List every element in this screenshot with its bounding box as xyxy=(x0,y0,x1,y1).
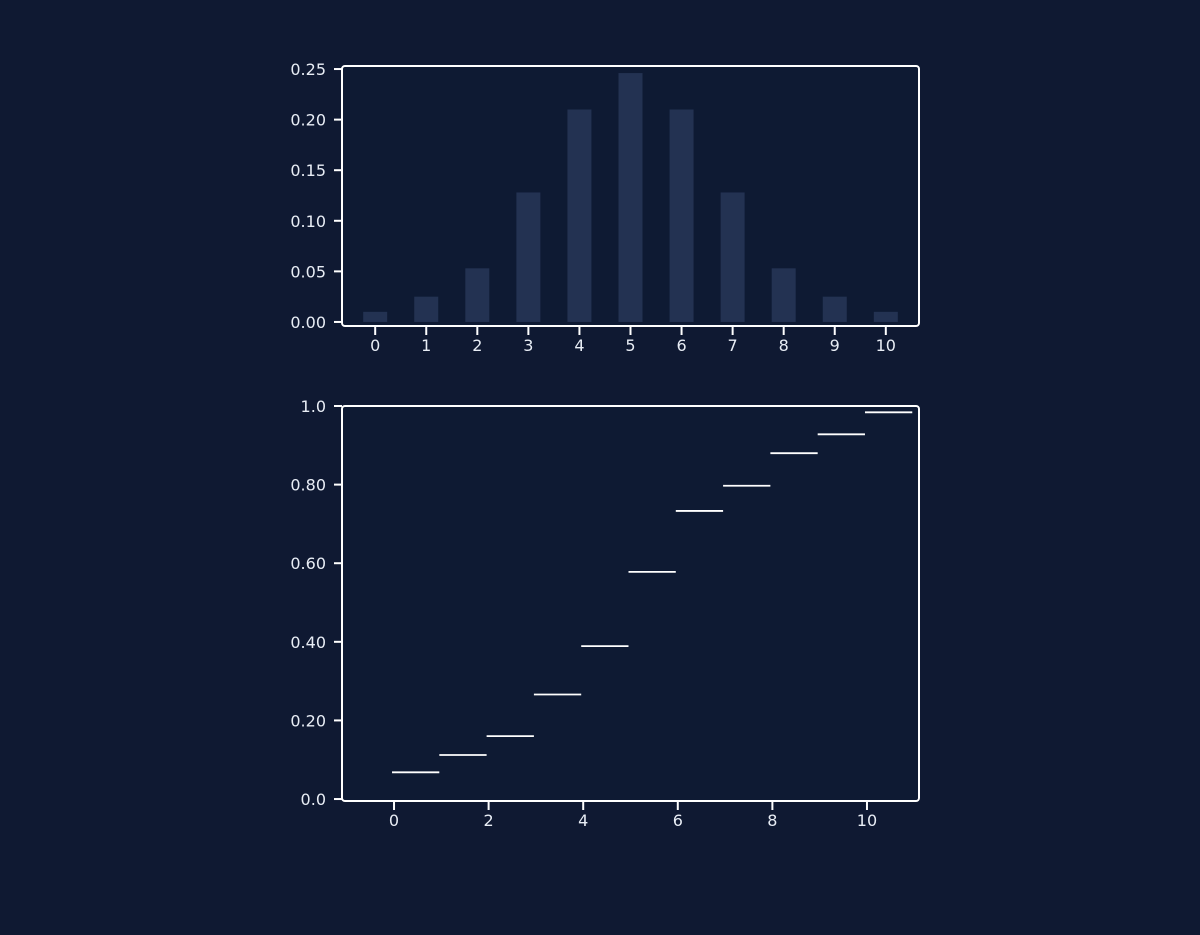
bar-7 xyxy=(720,192,745,322)
bar-6 xyxy=(669,109,694,322)
bar-10 xyxy=(873,311,898,322)
bar-4 xyxy=(567,109,592,322)
y-tick-label: 0.00 xyxy=(290,313,326,332)
bar-3 xyxy=(516,192,541,322)
y-tick-label: 0.40 xyxy=(290,633,326,652)
x-tick-label: 2 xyxy=(484,811,494,830)
plot-frame xyxy=(341,405,920,802)
cdf-step-chart: 0.0 0.20 0.40 0.60 0.80 1.0 0 2 4 6 8 10 xyxy=(290,397,920,830)
bar-2 xyxy=(465,268,490,322)
y-tick-label: 0.0 xyxy=(301,790,326,809)
y-tick-label: 0.20 xyxy=(290,111,326,130)
x-tick-label: 4 xyxy=(574,336,584,355)
y-tick-label: 0.25 xyxy=(290,60,326,79)
bar-5 xyxy=(618,73,643,322)
y-tick-label: 0.10 xyxy=(290,212,326,231)
x-tick-label: 0 xyxy=(370,336,380,355)
x-tick-label: 5 xyxy=(625,336,635,355)
x-tick-label: 8 xyxy=(767,811,777,830)
x-tick-label: 1 xyxy=(421,336,431,355)
y-tick-label: 1.0 xyxy=(301,397,326,416)
y-tick-label: 0.60 xyxy=(290,554,326,573)
x-tick-label: 10 xyxy=(876,336,896,355)
y-tick-label: 0.20 xyxy=(290,711,326,730)
x-tick-label: 0 xyxy=(389,811,399,830)
x-tick-label: 2 xyxy=(472,336,482,355)
x-tick-label: 3 xyxy=(523,336,533,355)
bar-0 xyxy=(363,311,388,322)
bar-9 xyxy=(822,296,847,322)
x-tick-label: 6 xyxy=(673,811,683,830)
pmf-bar-chart: 0.00 0.05 0.10 0.15 0.20 0.25 0 1 2 3 4 5 6 7 8 9 10 xyxy=(290,60,920,355)
x-tick-label: 8 xyxy=(779,336,789,355)
x-tick-label: 10 xyxy=(857,811,877,830)
y-tick-label: 0.05 xyxy=(290,262,326,281)
bar-1 xyxy=(414,296,439,322)
y-tick-label: 0.80 xyxy=(290,476,326,495)
x-tick-label: 4 xyxy=(578,811,588,830)
x-tick-label: 6 xyxy=(676,336,686,355)
y-tick-label: 0.15 xyxy=(290,161,326,180)
bar-8 xyxy=(771,268,796,322)
x-tick-label: 7 xyxy=(728,336,738,355)
x-tick-label: 9 xyxy=(830,336,840,355)
